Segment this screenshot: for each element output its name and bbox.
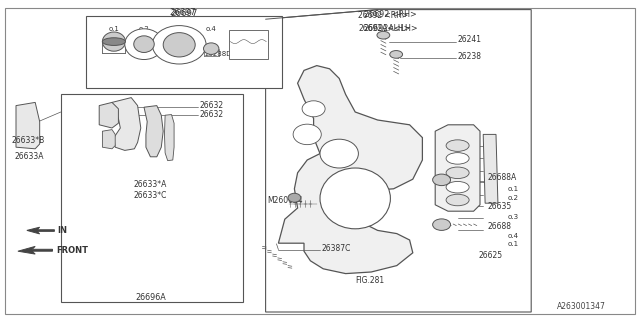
Ellipse shape	[320, 168, 390, 229]
Text: 26632: 26632	[200, 110, 224, 119]
Text: o.1: o.1	[508, 241, 518, 247]
Text: 26696A: 26696A	[135, 293, 166, 302]
Text: 26688A: 26688A	[488, 173, 517, 182]
Text: 26697: 26697	[169, 8, 196, 17]
Ellipse shape	[134, 36, 154, 52]
Text: 26692 <RH>: 26692 <RH>	[358, 11, 408, 20]
Text: 26632: 26632	[200, 101, 224, 110]
Ellipse shape	[302, 101, 325, 117]
Ellipse shape	[125, 29, 163, 60]
Ellipse shape	[102, 32, 125, 51]
Polygon shape	[435, 125, 480, 211]
Bar	[61, 94, 243, 302]
Text: 26692A<LH>: 26692A<LH>	[358, 24, 410, 33]
Polygon shape	[27, 227, 54, 234]
Polygon shape	[144, 106, 163, 157]
Ellipse shape	[446, 194, 469, 206]
Text: 26633*B: 26633*B	[12, 136, 45, 145]
Polygon shape	[112, 98, 141, 150]
Polygon shape	[102, 130, 115, 149]
Text: 26241: 26241	[458, 35, 482, 44]
Ellipse shape	[446, 153, 469, 164]
Text: o.2: o.2	[508, 195, 518, 201]
Text: 26387C: 26387C	[321, 244, 351, 252]
Text: 26635: 26635	[488, 202, 512, 211]
Ellipse shape	[433, 219, 451, 230]
Text: o.1: o.1	[508, 187, 518, 192]
Text: o.1: o.1	[109, 27, 119, 32]
Ellipse shape	[446, 140, 469, 151]
Polygon shape	[18, 246, 52, 254]
Text: M260024: M260024	[268, 196, 303, 204]
Text: o.4: o.4	[508, 233, 518, 239]
Ellipse shape	[293, 124, 321, 145]
Ellipse shape	[446, 181, 469, 193]
Text: o.2: o.2	[139, 27, 149, 32]
Text: FIG.281: FIG.281	[355, 276, 385, 285]
Ellipse shape	[163, 33, 195, 57]
Text: o.4: o.4	[206, 27, 216, 32]
Text: FRONT: FRONT	[56, 246, 88, 255]
Ellipse shape	[204, 43, 219, 54]
Ellipse shape	[446, 167, 469, 179]
Text: 26238: 26238	[458, 52, 482, 60]
Text: A263001347: A263001347	[557, 302, 605, 311]
Text: IN: IN	[58, 226, 68, 235]
Text: 26692 <RH>: 26692 <RH>	[364, 10, 416, 19]
Ellipse shape	[377, 31, 390, 39]
Text: 26633A: 26633A	[15, 152, 44, 161]
Ellipse shape	[288, 193, 301, 202]
Ellipse shape	[102, 38, 125, 45]
Polygon shape	[266, 10, 531, 312]
Text: 26692A<LH>: 26692A<LH>	[364, 24, 418, 33]
Polygon shape	[16, 102, 40, 149]
Text: 26633*A: 26633*A	[133, 180, 166, 188]
Ellipse shape	[390, 51, 403, 58]
Text: 26288D: 26288D	[205, 52, 232, 57]
Polygon shape	[164, 115, 174, 161]
Text: o.3: o.3	[508, 214, 518, 220]
Text: o.3: o.3	[174, 26, 184, 32]
Polygon shape	[278, 66, 422, 274]
Text: 26697: 26697	[170, 9, 197, 18]
Text: 26688: 26688	[488, 222, 512, 231]
Polygon shape	[99, 102, 118, 128]
Bar	[229, 30, 268, 59]
Polygon shape	[483, 134, 498, 203]
Ellipse shape	[433, 174, 451, 186]
Text: 26625: 26625	[479, 252, 503, 260]
Ellipse shape	[152, 26, 206, 64]
Bar	[86, 16, 282, 88]
Ellipse shape	[320, 139, 358, 168]
Text: 26633*C: 26633*C	[133, 191, 166, 200]
